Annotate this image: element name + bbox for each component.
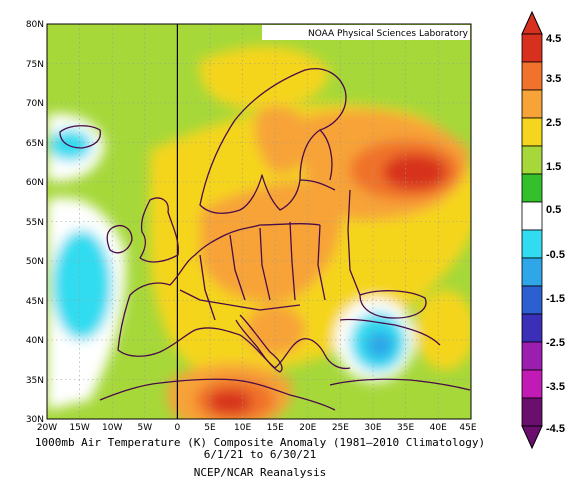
- colorbar-swatch: [521, 257, 543, 287]
- lon-label: 10W: [102, 423, 122, 433]
- lat-label: 50N: [26, 257, 44, 267]
- colorbar-label: 2.5: [546, 117, 561, 129]
- colorbar-swatch: [521, 61, 543, 91]
- lon-label: 5W: [137, 423, 152, 433]
- lon-labels: 20W 15W 10W 5W 0 5E 10E 15E 20E 25E 30E …: [37, 423, 477, 433]
- colorbar-swatch: [521, 229, 543, 259]
- lat-label: 60N: [26, 178, 44, 188]
- colorbar-swatch: [521, 173, 543, 203]
- caption-source: NCEP/NCAR Reanalysis: [193, 466, 327, 479]
- colorbar-bottom-arrow: [521, 425, 543, 450]
- colorbar-label: 4.5: [546, 33, 561, 45]
- lon-label: 40E: [430, 423, 447, 433]
- colorbar-swatch: [521, 145, 543, 175]
- colorbar-swatch: [521, 89, 543, 119]
- graticule: [47, 24, 471, 419]
- lon-label: 25E: [332, 423, 349, 433]
- lat-label: 80N: [26, 20, 44, 30]
- colorbar-swatch: [521, 313, 543, 343]
- colorbar-label: -2.5: [546, 337, 565, 349]
- colorbar-swatch: [521, 201, 543, 231]
- lon-label: 20W: [37, 423, 57, 433]
- colorbar-swatch: [521, 397, 543, 427]
- lat-label: 30N: [26, 415, 44, 425]
- colorbar-label: 1.5: [546, 161, 561, 173]
- lat-label: 40N: [26, 336, 44, 346]
- caption-dates: 6/1/21 to 6/30/21: [203, 448, 317, 461]
- lon-label: 30E: [364, 423, 381, 433]
- coastlines: [59, 68, 471, 411]
- colorbar-label: 3.5: [546, 73, 561, 85]
- lon-label: 45E: [459, 423, 476, 433]
- lat-label: 55N: [26, 218, 44, 228]
- attribution-text: NOAA Physical Sciences Laboratory: [308, 29, 469, 39]
- colorbar-swatch: [521, 117, 543, 147]
- colorbar-swatch: [521, 341, 543, 371]
- attribution-box: [262, 25, 470, 40]
- lon-label: 15E: [267, 423, 284, 433]
- lat-labels: 80N 75N 70N 65N 60N 55N 50N 45N 40N 35N …: [26, 20, 44, 425]
- colorbar: 4.5 3.5 2.5 1.5 0.5 -0.5 -1.5 -2.5 -3.5 -4.5: [521, 10, 565, 450]
- colorbar-swatch: [521, 285, 543, 315]
- lon-label: 10E: [234, 423, 251, 433]
- colorbar-label: 0.5: [546, 204, 561, 216]
- colorbar-label: -3.5: [546, 381, 565, 393]
- colorbar-swatch: [521, 369, 543, 399]
- lon-label: 0: [175, 423, 181, 433]
- lon-label: 20E: [299, 423, 316, 433]
- anomaly-field: [47, 24, 471, 419]
- lon-label: 15W: [69, 423, 89, 433]
- colorbar-label: -4.5: [546, 423, 565, 435]
- plot-frame: [46, 23, 472, 420]
- lat-label: 75N: [26, 60, 44, 70]
- colorbar-label: -1.5: [546, 293, 565, 305]
- caption-title: 1000mb Air Temperature (K) Composite Ano…: [34, 436, 486, 449]
- colorbar-label: -0.5: [546, 249, 565, 261]
- lat-label: 65N: [26, 139, 44, 149]
- colorbar-top-arrow: [521, 10, 543, 35]
- colorbar-swatch: [521, 33, 543, 63]
- lat-label: 70N: [26, 99, 44, 109]
- lon-label: 35E: [397, 423, 414, 433]
- lon-label: 5E: [204, 423, 216, 433]
- lat-label: 35N: [26, 376, 44, 386]
- lat-label: 45N: [26, 297, 44, 307]
